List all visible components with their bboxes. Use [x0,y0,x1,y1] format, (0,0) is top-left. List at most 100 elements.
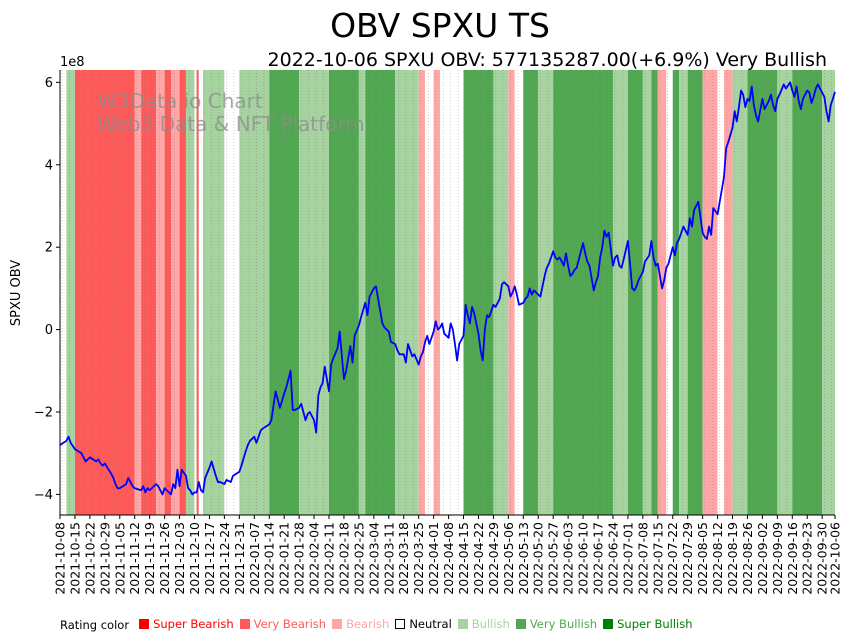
rating-band-bullish [777,70,793,515]
x-tick-label: 2022-04-22 [471,522,486,595]
rating-band-bearish [134,70,142,515]
rating-band-bearish [156,70,165,515]
x-tick-label: 2022-04-15 [456,522,471,595]
legend-swatch [603,619,614,629]
legend-swatch [139,619,150,629]
x-tick-label: 2022-02-18 [336,522,351,595]
y-tick-label: −4 [34,488,53,503]
rating-band-very-bullish [365,70,396,515]
legend-item-label: Super Bullish [617,617,693,631]
rating-bands [60,70,835,515]
x-tick-label: 2022-07-29 [680,522,695,595]
rating-band-neutral [224,70,240,515]
legend-item-very-bullish: Very Bullish [515,617,598,631]
axes [59,70,835,516]
rating-band-neutral [198,70,204,515]
x-tick-label: 2022-05-20 [531,522,546,595]
x-tick-label: 2022-04-01 [426,522,441,595]
x-tick-label: 2022-07-22 [665,522,680,595]
day-gridlines [61,70,833,515]
legend-item-label: Very Bearish [253,617,327,631]
legend-label: Rating color [60,617,130,632]
x-tick-label: 2021-12-03 [172,522,187,595]
rating-legend: Rating color Super Bearish Very Bearish Be… [60,617,699,632]
x-tick-label: 2022-06-10 [576,522,591,595]
y-ticks: −4 −2 0 2 4 6 [34,76,60,503]
rating-band-bearish [702,70,718,515]
x-tick-label: 2022-09-16 [785,522,800,595]
legend-item-label: Bearish [346,617,390,631]
rating-band-very-bullish [627,70,643,515]
rating-band-bullish [538,70,554,515]
x-tick-label: 2022-09-09 [770,522,785,595]
x-tick-label: 2022-05-06 [501,522,516,595]
rating-band-bullish [66,70,75,515]
x-tick-label: 2022-03-11 [381,522,396,595]
x-tick-label: 2021-10-08 [53,522,68,595]
chart-title: OBV SPXU TS [330,6,550,45]
x-tick-label: 2022-02-04 [307,522,322,595]
rating-band-bullish [679,70,688,515]
legend-swatch [395,619,406,629]
x-tick-label: 2022-07-08 [635,522,650,595]
x-tick-label: 2021-12-24 [217,522,232,595]
rating-band-bullish [185,70,195,515]
x-tick-label: 2021-11-12 [127,522,142,595]
x-tick-label: 2022-03-18 [396,522,411,595]
rating-band-very-bullish [651,70,658,515]
rating-band-very-bullish [747,70,778,515]
rating-band-bullish [358,70,366,515]
x-tick-label: 2022-09-23 [800,522,815,595]
x-tick-label: 2022-06-24 [605,522,620,595]
chart-subtitle: 2022-10-06 SPXU OBV: 577135287.00(+6.9%)… [268,49,827,71]
rating-band-very-bullish [463,70,494,515]
x-tick-label: 2022-01-07 [247,522,262,595]
x-tick-label: 2022-07-01 [620,522,635,595]
watermark-line-2: Web3 Data & NFT Platform [97,112,365,136]
rating-band-bearish [418,70,426,515]
rating-band-very-bullish [329,70,359,515]
rating-band-very-bullish [792,70,823,515]
y-tick-label: 4 [45,158,53,173]
x-tick-label: 2022-06-03 [561,522,576,595]
y-axis-label: SPXU OBV [9,260,24,326]
rating-band-very-bearish [179,70,186,515]
y-tick-label: 2 [45,241,53,256]
x-tick-label: 2022-07-15 [650,522,665,595]
rating-band-bearish [657,70,667,515]
x-tick-label: 2022-01-14 [262,522,277,595]
rating-band-very-bearish [141,70,157,515]
legend-swatch [457,619,468,629]
x-tick-label: 2022-03-25 [411,522,426,595]
rating-band-neutral [666,70,673,515]
rating-band-neutral [440,70,464,515]
rating-band-neutral [194,70,197,515]
rating-band-very-bearish [164,70,172,515]
rating-band-neutral [425,70,434,515]
x-tick-label: 2021-11-19 [142,522,157,595]
rating-band-bullish [642,70,652,515]
rating-band-very-bullish [269,70,300,515]
legend-item-bullish: Bullish [457,617,510,631]
rating-band-very-bullish [687,70,703,515]
x-tick-label: 2022-08-12 [710,522,725,595]
legend-item-neutral: Neutral [395,617,452,631]
y-tick-label: −2 [34,405,53,420]
legend-item-label: Very Bullish [529,617,598,631]
rating-band-bullish [395,70,419,515]
rating-band-very-bullish [553,70,613,515]
rating-band-bearish [723,70,733,515]
x-tick-label: 2022-01-21 [277,522,292,595]
x-tick-label: 2022-03-04 [366,522,381,595]
rating-band-bearish [171,70,180,515]
x-tick-label: 2021-11-05 [112,522,127,595]
legend-item-label: Neutral [409,617,452,631]
rating-band-very-bearish [74,70,135,515]
x-tick-label: 2022-10-06 [828,522,843,595]
watermark: W3Data.io Chart Web3 Data & NFT Platform [97,89,365,136]
rating-band-neutral [60,70,67,515]
x-tick-label: 2022-09-30 [815,522,830,595]
rating-band-bullish [203,70,225,515]
x-tick-label: 2021-12-31 [232,522,247,595]
legend-swatch [515,619,526,629]
